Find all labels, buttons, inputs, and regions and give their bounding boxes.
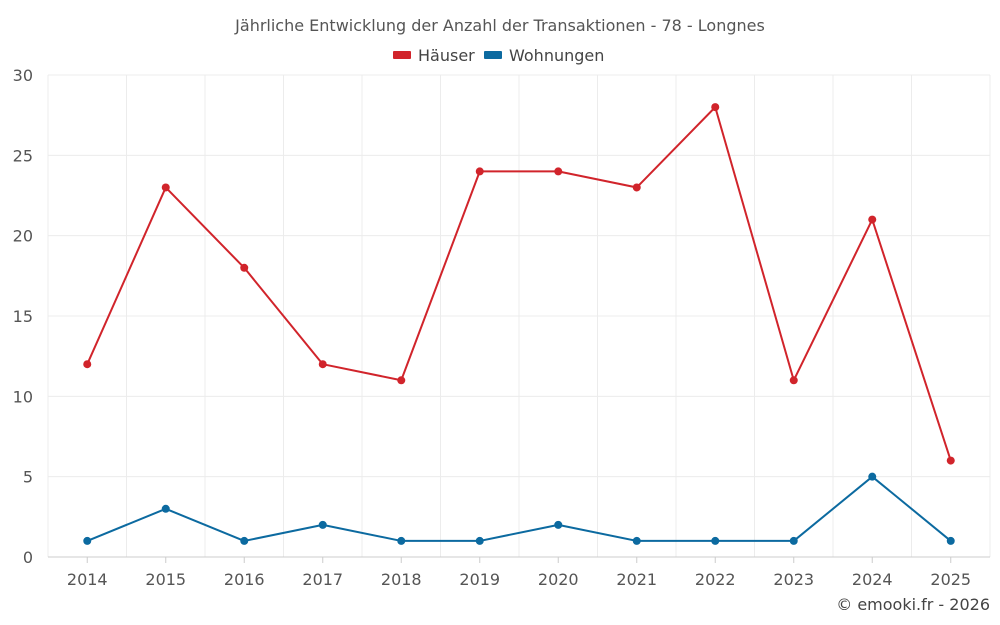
data-point-haeuser bbox=[946, 456, 955, 465]
x-tick-label: 2023 bbox=[773, 570, 814, 589]
legend-swatch-haeuser bbox=[393, 51, 411, 59]
data-point-haeuser bbox=[161, 183, 170, 192]
data-point-wohnungen bbox=[632, 536, 641, 545]
x-tick-label: 2015 bbox=[145, 570, 186, 589]
data-point-wohnungen bbox=[240, 536, 249, 545]
data-point-haeuser bbox=[789, 376, 798, 385]
data-point-wohnungen bbox=[397, 536, 406, 545]
data-point-haeuser bbox=[711, 103, 720, 112]
legend-swatch-wohnungen bbox=[484, 51, 502, 59]
data-point-wohnungen bbox=[318, 520, 327, 529]
y-tick-label: 30 bbox=[13, 66, 33, 85]
data-point-haeuser bbox=[475, 167, 484, 176]
x-tick-label: 2024 bbox=[852, 570, 893, 589]
x-tick-label: 2016 bbox=[224, 570, 265, 589]
x-axis-ticks: 2014 2015 2016 2017 2018 2019 2020 2021 2022 2023… bbox=[67, 557, 971, 589]
y-axis-ticks: 0 5 10 15 20 25 30 bbox=[13, 66, 33, 567]
y-tick-label: 0 bbox=[23, 548, 33, 567]
x-tick-label: 2017 bbox=[302, 570, 343, 589]
x-tick-label: 2014 bbox=[67, 570, 108, 589]
x-tick-label: 2022 bbox=[695, 570, 736, 589]
data-point-wohnungen bbox=[868, 472, 877, 481]
legend-label-haeuser: Häuser bbox=[418, 46, 475, 65]
x-tick-label: 2021 bbox=[616, 570, 657, 589]
data-point-wohnungen bbox=[946, 536, 955, 545]
y-tick-label: 5 bbox=[23, 468, 33, 487]
data-point-haeuser bbox=[554, 167, 563, 176]
data-point-haeuser bbox=[397, 376, 406, 385]
data-point-wohnungen bbox=[789, 536, 798, 545]
y-tick-label: 25 bbox=[13, 146, 33, 165]
x-tick-label: 2020 bbox=[538, 570, 579, 589]
series-layer bbox=[83, 103, 955, 545]
gridlines bbox=[47, 74, 991, 557]
x-tick-label: 2018 bbox=[381, 570, 422, 589]
legend-label-wohnungen: Wohnungen bbox=[509, 46, 604, 65]
data-point-wohnungen bbox=[475, 536, 484, 545]
data-point-haeuser bbox=[868, 215, 877, 224]
y-tick-label: 20 bbox=[13, 227, 33, 246]
data-point-wohnungen bbox=[161, 504, 170, 513]
x-tick-label: 2019 bbox=[459, 570, 500, 589]
data-point-haeuser bbox=[632, 183, 641, 192]
data-point-wohnungen bbox=[711, 536, 720, 545]
y-tick-label: 15 bbox=[13, 307, 33, 326]
x-tick-label: 2025 bbox=[930, 570, 971, 589]
y-tick-label: 10 bbox=[13, 387, 33, 406]
chart-title: Jährliche Entwicklung der Anzahl der Tra… bbox=[234, 16, 765, 35]
data-point-wohnungen bbox=[554, 520, 563, 529]
data-point-haeuser bbox=[318, 360, 327, 369]
credit-text: © emooki.fr - 2026 bbox=[836, 595, 990, 614]
data-point-wohnungen bbox=[83, 536, 92, 545]
data-point-haeuser bbox=[240, 263, 249, 272]
data-point-haeuser bbox=[83, 360, 92, 369]
legend: Häuser Wohnungen bbox=[393, 46, 604, 65]
series-line-wohnungen bbox=[86, 475, 952, 542]
series-line-haeuser bbox=[86, 106, 952, 461]
